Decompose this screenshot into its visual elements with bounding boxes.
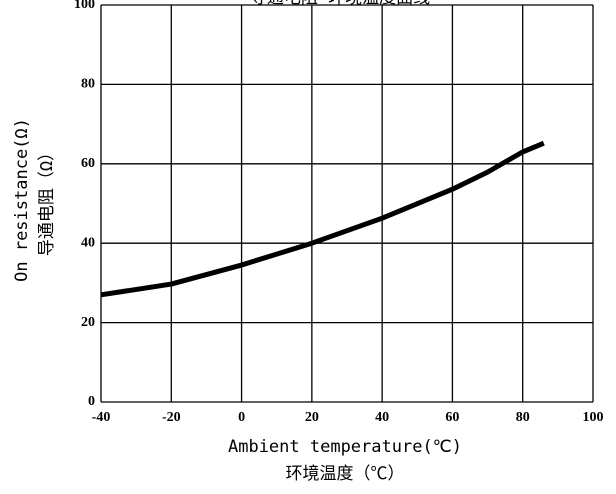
- y-axis-label: 导通电阻（Ω）: [37, 144, 57, 256]
- x-tick-label: 100: [583, 410, 604, 425]
- x-tick-label: 60: [445, 410, 459, 425]
- x-tick-label: 0: [238, 410, 245, 425]
- x-tick-label: -40: [92, 410, 111, 425]
- x-tick-label: 40: [375, 410, 389, 425]
- y-tick-label: 20: [81, 315, 95, 330]
- y-tick-label: 100: [74, 0, 95, 12]
- x-tick-label: 20: [305, 410, 319, 425]
- data-line: [100, 140, 545, 298]
- y-tick-label: 40: [81, 235, 95, 250]
- y-tick-label: 60: [81, 156, 95, 171]
- chart-title: 导通电阻-环境温度曲线: [250, 0, 430, 8]
- y-axis-label: On resistance(Ω): [12, 118, 32, 282]
- x-tick-label: -20: [162, 410, 181, 425]
- y-tick-label: 80: [81, 77, 95, 92]
- y-tick-label: 0: [88, 394, 95, 409]
- x-axis-label: Ambient temperature(℃): [228, 437, 462, 457]
- x-tick-label: 80: [516, 410, 530, 425]
- x-axis-label: 环境温度（℃）: [286, 464, 405, 484]
